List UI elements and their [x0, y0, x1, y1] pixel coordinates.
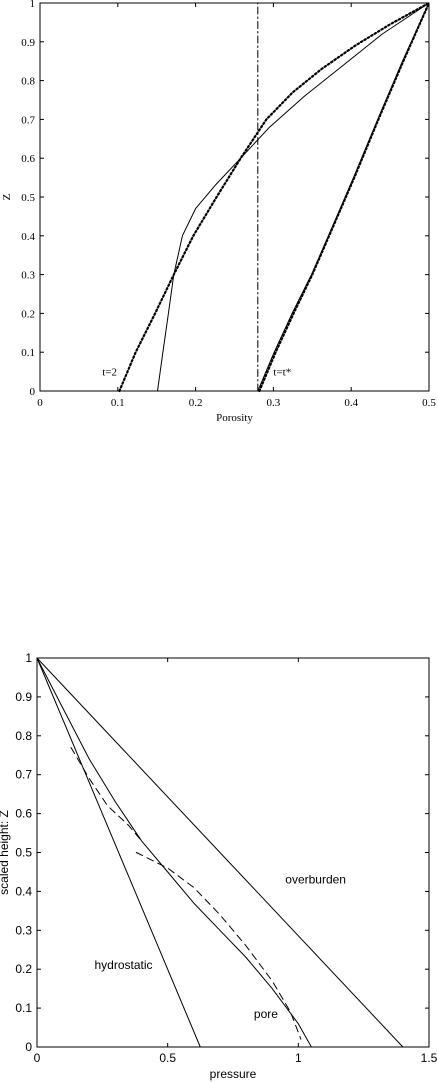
y-axis-label: scaled height: Z	[0, 810, 11, 895]
y-tick-label: 0.9	[21, 37, 35, 49]
x-tick-label: 0.1	[111, 397, 125, 409]
y-tick-label: 0.5	[21, 192, 35, 204]
series-line-solid-2	[157, 2, 430, 392]
y-tick-label: 1	[30, 0, 36, 10]
y-tick-label: 0.6	[15, 807, 32, 821]
chart-1: 0 0.1 0.2 0.3 0.4 0.5 0 0.1 0.2 0.3 0.4 0.5 0.6 0.7 0.…	[1, 0, 436, 424]
x-axis-label: Porosity	[216, 412, 253, 424]
series-line-hydrostatic	[36, 657, 201, 1048]
series-line-solid-4	[257, 2, 430, 392]
annotation-t-2: t=2	[102, 366, 117, 378]
y-tick-label: 0.8	[15, 729, 32, 743]
y-tick-label: 0.2	[21, 308, 35, 320]
y-tick-label: 0.9	[15, 690, 32, 704]
y-tick-label: 0.3	[21, 270, 35, 282]
y-tick-label: 1	[25, 651, 32, 665]
series-line-dashed-5	[135, 852, 302, 1040]
annotation-t-t-: t=t*	[273, 366, 291, 378]
y-tick-label: 0.4	[15, 884, 32, 898]
series-line-overburden	[36, 657, 404, 1048]
x-tick-label: 0	[34, 1051, 41, 1065]
annotation-hydrostatic: hydrostatic	[94, 958, 152, 972]
series-line-dotted-3	[258, 1, 431, 393]
x-tick-label: 0.4	[344, 397, 358, 409]
x-tick-label: 0.5	[159, 1051, 176, 1065]
y-tick-label: 0.7	[21, 114, 35, 126]
y-tick-label: 0.6	[21, 153, 35, 165]
plot-frame	[36, 657, 430, 1048]
x-tick-label: 1	[295, 1051, 302, 1065]
x-tick-label: 0.2	[189, 397, 203, 409]
plot-frame	[39, 2, 430, 392]
y-tick-label: 0	[30, 386, 36, 398]
y-tick-label: 0.4	[21, 231, 35, 243]
y-tick-label: 0.1	[15, 1001, 32, 1015]
chart-2: 0 0.5 1 1.5 0 0.1 0.2 0.3 0.4 0.5 0.6 0.7 0.8 0.9 1 pre…	[0, 651, 437, 1081]
series-line-dotted-1	[118, 1, 431, 393]
y-tick-label: 0.3	[15, 923, 32, 937]
annotation-overburden: overburden	[285, 873, 346, 887]
x-tick-label: 1.5	[421, 1051, 437, 1065]
series-line-pore	[36, 657, 312, 1048]
y-tick-label: 0.1	[21, 347, 35, 359]
y-axis-label: Z	[1, 193, 13, 200]
y-tick-label: 0.2	[15, 962, 32, 976]
x-tick-label: 0.5	[422, 397, 436, 409]
y-tick-label: 0.5	[15, 846, 32, 860]
y-tick-label: 0.8	[21, 76, 35, 88]
annotation-pore: pore	[254, 1007, 278, 1021]
y-tick-label: 0	[25, 1040, 32, 1054]
y-tick-label: 0.7	[15, 768, 32, 782]
series-line-dashed-4	[70, 747, 142, 842]
x-tick-label: 0	[37, 397, 43, 409]
x-tick-label: 0.3	[267, 397, 281, 409]
x-axis-label: pressure	[210, 1067, 257, 1081]
